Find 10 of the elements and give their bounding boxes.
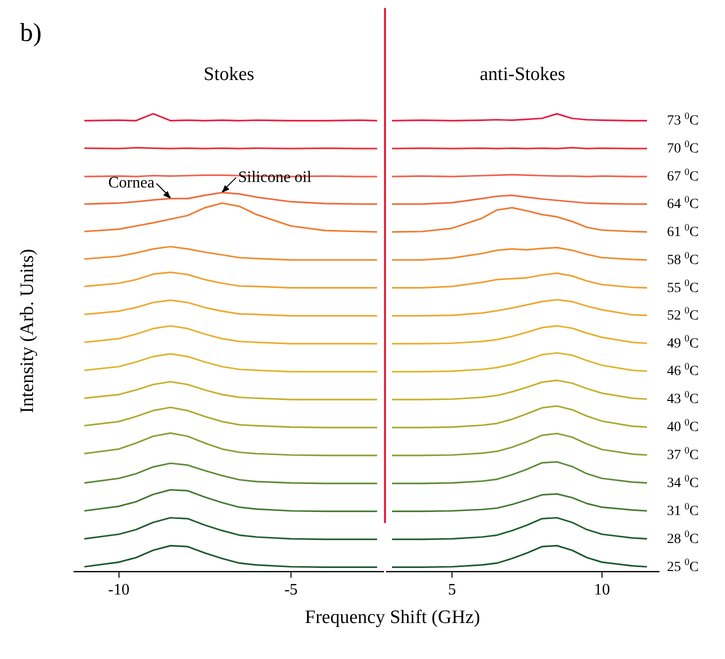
annotation: Cornea bbox=[108, 174, 154, 192]
chart-title: b) bbox=[19, 17, 43, 49]
x-tick-label: 10 bbox=[594, 582, 610, 599]
y-axis-title: Intensity (Arb. Units) bbox=[17, 248, 39, 413]
x-tick-label: 5 bbox=[448, 582, 456, 599]
text: Stokes bbox=[204, 64, 254, 85]
text: anti-Stokes bbox=[480, 64, 566, 85]
x-tick-label: -10 bbox=[108, 582, 130, 599]
x-tick-label: -5 bbox=[284, 582, 298, 599]
x-axis-title: Frequency Shift (GHz) bbox=[304, 607, 482, 629]
